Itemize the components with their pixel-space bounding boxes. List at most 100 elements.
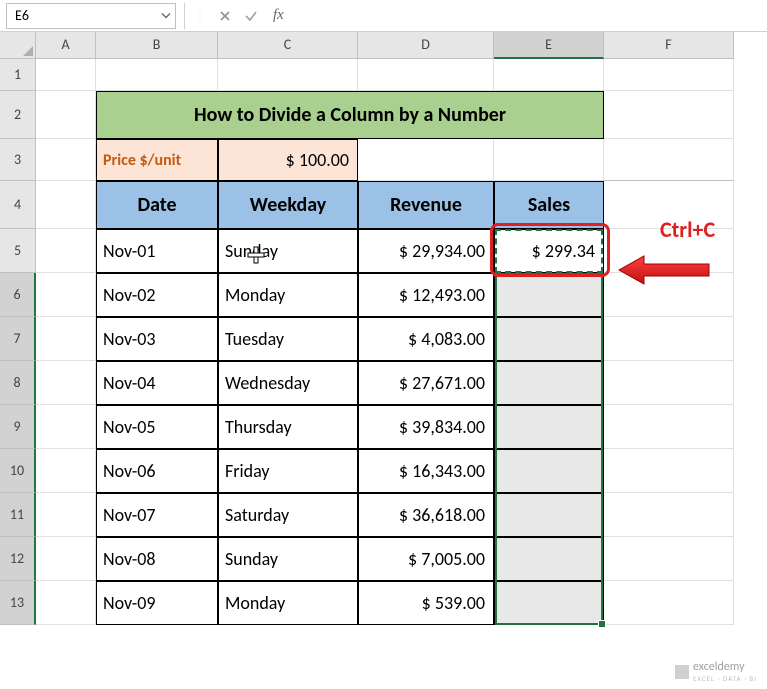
- cell-date[interactable]: Nov-02: [96, 273, 218, 317]
- cell-a13[interactable]: [36, 581, 96, 625]
- cell-weekday[interactable]: Sunday: [218, 229, 358, 273]
- name-box-dropdown-icon[interactable]: [161, 7, 171, 24]
- cell-date[interactable]: Nov-03: [96, 317, 218, 361]
- row-head-8[interactable]: 8: [0, 361, 36, 405]
- formula-controls: ⋮ fx: [184, 3, 290, 29]
- title-cell[interactable]: How to Divide a Column by a Number: [96, 91, 604, 139]
- cell-weekday[interactable]: Monday: [218, 273, 358, 317]
- cell-b1[interactable]: [96, 59, 218, 91]
- cell-sales[interactable]: [494, 581, 604, 625]
- cell-revenue[interactable]: $ 27,671.00: [358, 361, 494, 405]
- col-head-b[interactable]: B: [96, 32, 218, 59]
- cell-revenue[interactable]: $ 39,834.00: [358, 405, 494, 449]
- cell-a5[interactable]: [36, 229, 96, 273]
- cell-f10[interactable]: [604, 449, 734, 493]
- fill-handle[interactable]: [598, 620, 606, 628]
- cell-f9[interactable]: [604, 405, 734, 449]
- cell-sales[interactable]: [494, 361, 604, 405]
- cell-f11[interactable]: [604, 493, 734, 537]
- cell-sales[interactable]: [494, 405, 604, 449]
- cell-date[interactable]: Nov-08: [96, 537, 218, 581]
- cell-revenue[interactable]: $ 29,934.00: [358, 229, 494, 273]
- cell-revenue[interactable]: $ 12,493.00: [358, 273, 494, 317]
- cell-a11[interactable]: [36, 493, 96, 537]
- cell-sales[interactable]: [494, 449, 604, 493]
- cell-f7[interactable]: [604, 317, 734, 361]
- row-head-6[interactable]: 6: [0, 273, 36, 317]
- row-head-13[interactable]: 13: [0, 581, 36, 625]
- row-head-5[interactable]: 5: [0, 229, 36, 273]
- cell-revenue[interactable]: $ 539.00: [358, 581, 494, 625]
- cancel-formula-icon[interactable]: [215, 6, 235, 26]
- accept-formula-icon[interactable]: [241, 6, 261, 26]
- cell-weekday[interactable]: Saturday: [218, 493, 358, 537]
- row-head-3[interactable]: 3: [0, 139, 36, 181]
- cell-sales[interactable]: $ 299.34: [494, 229, 604, 273]
- cell-f8[interactable]: [604, 361, 734, 405]
- cell-revenue[interactable]: $ 7,005.00: [358, 537, 494, 581]
- cell-a2[interactable]: [36, 91, 96, 139]
- row-head-10[interactable]: 10: [0, 449, 36, 493]
- cell-f1[interactable]: [604, 59, 734, 91]
- cell-weekday[interactable]: Monday: [218, 581, 358, 625]
- cell-date[interactable]: Nov-04: [96, 361, 218, 405]
- price-label-cell[interactable]: Price $/unit: [96, 139, 218, 181]
- cell-a4[interactable]: [36, 181, 96, 229]
- cell-weekday[interactable]: Tuesday: [218, 317, 358, 361]
- cell-a6[interactable]: [36, 273, 96, 317]
- row-head-11[interactable]: 11: [0, 493, 36, 537]
- cell-a12[interactable]: [36, 537, 96, 581]
- cell-d3[interactable]: [358, 139, 494, 181]
- select-all-cell[interactable]: [0, 32, 36, 59]
- cell-e3[interactable]: [494, 139, 604, 181]
- cell-weekday[interactable]: Friday: [218, 449, 358, 493]
- cell-a9[interactable]: [36, 405, 96, 449]
- cell-weekday[interactable]: Thursday: [218, 405, 358, 449]
- cell-date[interactable]: Nov-07: [96, 493, 218, 537]
- cell-sales[interactable]: [494, 493, 604, 537]
- header-sales[interactable]: Sales: [494, 181, 604, 229]
- header-revenue[interactable]: Revenue: [358, 181, 494, 229]
- formula-input[interactable]: [290, 4, 767, 28]
- cell-a1[interactable]: [36, 59, 96, 91]
- header-weekday[interactable]: Weekday: [218, 181, 358, 229]
- header-date[interactable]: Date: [96, 181, 218, 229]
- col-head-f[interactable]: F: [604, 32, 734, 59]
- cell-a10[interactable]: [36, 449, 96, 493]
- cell-f12[interactable]: [604, 537, 734, 581]
- row-head-2[interactable]: 2: [0, 91, 36, 139]
- cell-a8[interactable]: [36, 361, 96, 405]
- cell-a7[interactable]: [36, 317, 96, 361]
- cell-f3[interactable]: [604, 139, 734, 181]
- cell-date[interactable]: Nov-06: [96, 449, 218, 493]
- cell-sales[interactable]: [494, 537, 604, 581]
- col-head-c[interactable]: C: [218, 32, 358, 59]
- row-head-9[interactable]: 9: [0, 405, 36, 449]
- cell-date[interactable]: Nov-09: [96, 581, 218, 625]
- cell-a3[interactable]: [36, 139, 96, 181]
- cell-e1[interactable]: [494, 59, 604, 91]
- price-value-cell[interactable]: $ 100.00: [218, 139, 358, 181]
- row-head-4[interactable]: 4: [0, 181, 36, 229]
- fx-label[interactable]: fx: [273, 7, 284, 24]
- col-head-e[interactable]: E: [494, 32, 604, 59]
- row-head-7[interactable]: 7: [0, 317, 36, 361]
- cell-f2[interactable]: [604, 91, 734, 139]
- cell-f13[interactable]: [604, 581, 734, 625]
- cell-sales[interactable]: [494, 273, 604, 317]
- col-head-a[interactable]: A: [36, 32, 96, 59]
- col-head-d[interactable]: D: [358, 32, 494, 59]
- row-head-1[interactable]: 1: [0, 59, 36, 91]
- cell-d1[interactable]: [358, 59, 494, 91]
- cell-date[interactable]: Nov-05: [96, 405, 218, 449]
- name-box[interactable]: E6: [6, 3, 176, 29]
- cell-revenue[interactable]: $ 36,618.00: [358, 493, 494, 537]
- cell-weekday[interactable]: Wednesday: [218, 361, 358, 405]
- cell-c1[interactable]: [218, 59, 358, 91]
- row-head-12[interactable]: 12: [0, 537, 36, 581]
- cell-revenue[interactable]: $ 4,083.00: [358, 317, 494, 361]
- cell-revenue[interactable]: $ 16,343.00: [358, 449, 494, 493]
- cell-sales[interactable]: [494, 317, 604, 361]
- cell-date[interactable]: Nov-01: [96, 229, 218, 273]
- cell-weekday[interactable]: Sunday: [218, 537, 358, 581]
